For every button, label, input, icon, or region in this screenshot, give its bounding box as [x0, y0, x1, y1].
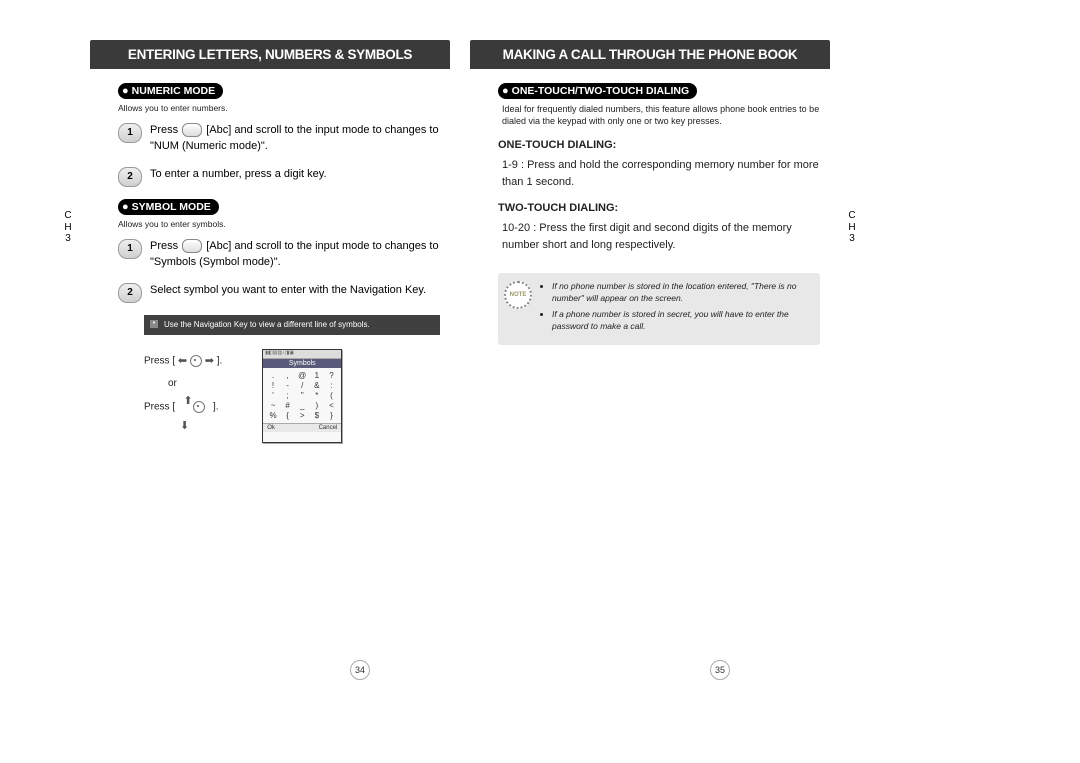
symbol-step-1: 1 Press [Abc] and scroll to the input mo…: [118, 239, 440, 271]
softkey-icon: [182, 239, 202, 253]
step-text: Select symbol you want to enter with the…: [150, 283, 426, 299]
page-number-left: 34: [350, 660, 370, 680]
one-touch-heading: ONE-TOUCH DIALING:: [498, 139, 820, 151]
step-text: To enter a number, press a digit key.: [150, 167, 327, 183]
symbol-cell: {: [281, 411, 295, 420]
symbol-cell: %: [266, 411, 280, 420]
symbol-cell: @: [295, 371, 309, 380]
symbol-cell: /: [295, 381, 309, 390]
chapter-marker-left: CH3: [62, 210, 74, 245]
right-page: MAKING A CALL THROUGH THE PHONE BOOK CH3…: [470, 40, 830, 443]
arrow-right-icon: ➡: [205, 355, 214, 367]
note-text: Use the Navigation Key to view a differe…: [164, 320, 370, 329]
press-row-1: Press [ ⬅ ➡ ].: [144, 349, 222, 373]
numeric-step-2: 2 To enter a number, press a digit key.: [118, 167, 440, 187]
symbol-cell: ;: [281, 391, 295, 400]
symbol-cell: }: [325, 411, 339, 420]
softkey-icon: [182, 123, 202, 137]
symbol-cell: &: [310, 381, 324, 390]
step-number-icon: 2: [118, 167, 142, 187]
note-bullet: If no phone number is stored in the loca…: [552, 281, 810, 305]
note-bullet-icon: •: [150, 320, 158, 328]
step-number-icon: 1: [118, 239, 142, 259]
symbol-mode-sub: Allows you to enter symbols.: [118, 219, 440, 229]
symbol-cell: ": [295, 391, 309, 400]
numeric-step-1: 1 Press [Abc] and scroll to the input mo…: [118, 123, 440, 155]
numeric-mode-pill: NUMERIC MODE: [118, 83, 223, 99]
step-number-icon: 2: [118, 283, 142, 303]
symbol-cell: ): [310, 401, 324, 410]
symbol-cell: .: [266, 371, 280, 380]
note-bullet: If a phone number is stored in secret, y…: [552, 309, 810, 333]
symbol-note-box: • Use the Navigation Key to view a diffe…: [144, 315, 440, 335]
phone-screenshot: ▮◧▤▥♪◨▣ Symbols .,@1?!-/&: ';"*( ~#_)<%{>$…: [262, 349, 342, 443]
touch-dial-pill: ONE-TOUCH/TWO-TOUCH DIALING: [498, 83, 697, 99]
left-page-header: ENTERING LETTERS, NUMBERS & SYMBOLS: [90, 40, 450, 69]
symbol-cell: :: [325, 381, 339, 390]
arrow-left-icon: ⬅: [178, 355, 187, 367]
chapter-marker-right: CH3: [846, 210, 858, 245]
note-bullet-list: If no phone number is stored in the loca…: [540, 281, 810, 333]
phone-soft-left: Ok: [267, 425, 275, 431]
symbol-cell: ?: [325, 371, 339, 380]
two-touch-text: 10-20 : Press the first digit and second…: [498, 220, 820, 253]
phone-soft-right: Cancel: [319, 425, 338, 431]
arrow-down-icon: ⬇: [180, 420, 189, 432]
step-number-icon: 1: [118, 123, 142, 143]
symbol-cell: <: [325, 401, 339, 410]
two-touch-heading: TWO-TOUCH DIALING:: [498, 202, 820, 214]
touch-dial-intro: Ideal for frequently dialed numbers, thi…: [498, 103, 820, 127]
right-page-header: MAKING A CALL THROUGH THE PHONE BOOK: [470, 40, 830, 69]
page-numbers: 34 35: [0, 660, 1080, 680]
page-number-right: 35: [710, 660, 730, 680]
phone-title: Symbols: [263, 359, 341, 368]
symbol-cell: *: [310, 391, 324, 400]
nav-center-icon: [193, 401, 205, 413]
symbol-cell: 1: [310, 371, 324, 380]
nav-center-icon: [190, 355, 202, 367]
symbol-cell: _: [295, 401, 309, 410]
phone-status-bar: ▮◧▤▥♪◨▣: [263, 350, 341, 359]
symbol-cell: #: [281, 401, 295, 410]
symbol-cell: >: [295, 411, 309, 420]
note-seal-icon: NOTE: [504, 281, 532, 309]
one-touch-text: 1-9 : Press and hold the corresponding m…: [498, 157, 820, 190]
symbol-cell: ,: [281, 371, 295, 380]
symbol-grid: .,@1?!-/&: ';"*( ~#_)<%{>$}: [263, 368, 341, 423]
arrow-up-icon: ⬆: [183, 395, 192, 407]
press-or: or: [144, 373, 222, 395]
numeric-mode-sub: Allows you to enter numbers.: [118, 103, 440, 113]
press-row-2: Press [ ⬆ ]. ⬇: [144, 395, 222, 437]
symbol-cell: (: [325, 391, 339, 400]
press-instructions: Press [ ⬅ ➡ ]. or Press [ ⬆ ]. ⬇: [144, 349, 440, 443]
left-page: ENTERING LETTERS, NUMBERS & SYMBOLS CH3 …: [90, 40, 450, 443]
symbol-cell: $: [310, 411, 324, 420]
step-text: Press [Abc] and scroll to the input mode…: [150, 239, 440, 271]
note-callout: NOTE If no phone number is stored in the…: [498, 273, 820, 345]
symbol-cell: !: [266, 381, 280, 390]
symbol-cell: ': [266, 391, 280, 400]
symbol-mode-pill: SYMBOL MODE: [118, 199, 219, 215]
symbol-cell: ~: [266, 401, 280, 410]
symbol-step-2: 2 Select symbol you want to enter with t…: [118, 283, 440, 303]
symbol-cell: -: [281, 381, 295, 390]
step-text: Press [Abc] and scroll to the input mode…: [150, 123, 440, 155]
phone-softkeys: Ok Cancel: [263, 423, 341, 432]
